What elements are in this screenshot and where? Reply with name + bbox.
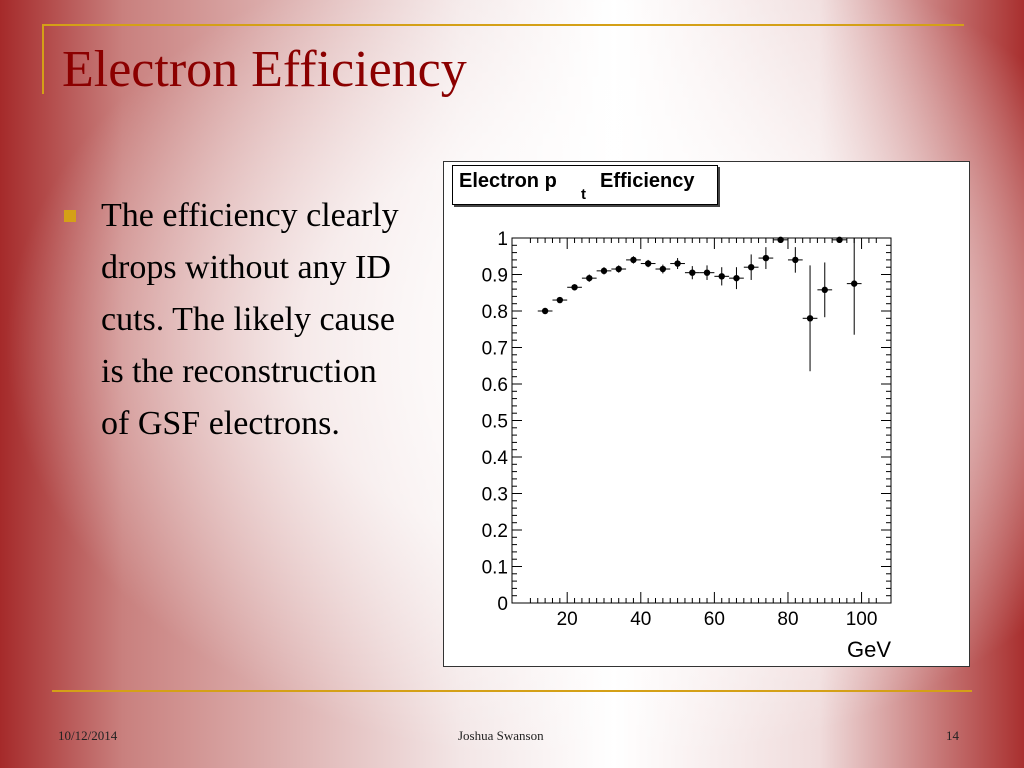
x-tick-label: 20 [557,609,578,630]
data-point [630,256,637,264]
data-point [703,269,711,276]
efficiency-chart: 0 0.1 0.2 0.3 0.4 0.5 0.6 0.7 0.8 0.9 1 20 40 60 80 100… [482,229,892,662]
data-point [792,256,799,264]
y-tick-label: 0.7 [482,339,508,360]
data-point [806,315,814,322]
title-accent-vertical-rule [42,24,44,94]
y-tick-label: 0.5 [482,412,508,433]
data-point [541,307,549,315]
chart-title-main: Electron p [459,170,557,192]
y-tick-label: 0.1 [482,558,508,579]
chart-title-subscript: t [581,186,586,203]
data-point [733,274,740,282]
footer-rule [52,690,972,692]
data-point [851,280,858,287]
x-tick-label: 100 [846,609,878,630]
footer-date: 10/12/2014 [58,728,118,743]
bullet-text: The efficiency clearly drops without any… [101,197,399,442]
data-point [644,260,652,267]
chart-title-rest: Efficiency [600,170,695,192]
data-point [615,265,622,273]
data-point [689,269,696,276]
plot-area-frame [511,237,892,604]
data-point [747,264,755,271]
footer-author: Joshua Swanson [458,728,544,743]
bullet-marker-icon [64,210,76,222]
y-tick-label: 0.2 [482,521,508,542]
y-tick-label: 0.3 [482,485,508,506]
data-point [821,286,828,294]
x-tick-label: 80 [777,609,798,630]
chart-title-box: Electron p t Efficiency [452,165,718,205]
x-axis-label: GeV [847,637,891,662]
y-tick-label: 1 [497,229,508,250]
y-tick-label: 0.4 [482,448,509,469]
x-tick-label: 60 [704,609,725,630]
x-tick-label: 40 [630,609,651,630]
data-point [556,296,564,304]
slide-title: Electron Efficiency [62,41,467,98]
y-tick-label: 0.9 [482,266,508,287]
footer-page-number: 14 [946,728,959,743]
data-point [718,273,725,280]
data-point [762,254,770,262]
title-accent-horizontal-rule [42,24,964,26]
chart-frame: 0 0.1 0.2 0.3 0.4 0.5 0.6 0.7 0.8 0.9 1 20 40 60 80 100… [443,161,970,667]
y-tick-label: 0 [497,594,508,615]
data-point [674,260,681,267]
data-point [600,267,608,275]
y-tick-label: 0.8 [482,302,508,323]
y-tick-label: 0.6 [482,375,508,396]
data-point [586,274,593,282]
data-point [836,236,843,244]
data-point [571,284,578,291]
data-point [777,236,784,244]
data-point [659,265,667,273]
